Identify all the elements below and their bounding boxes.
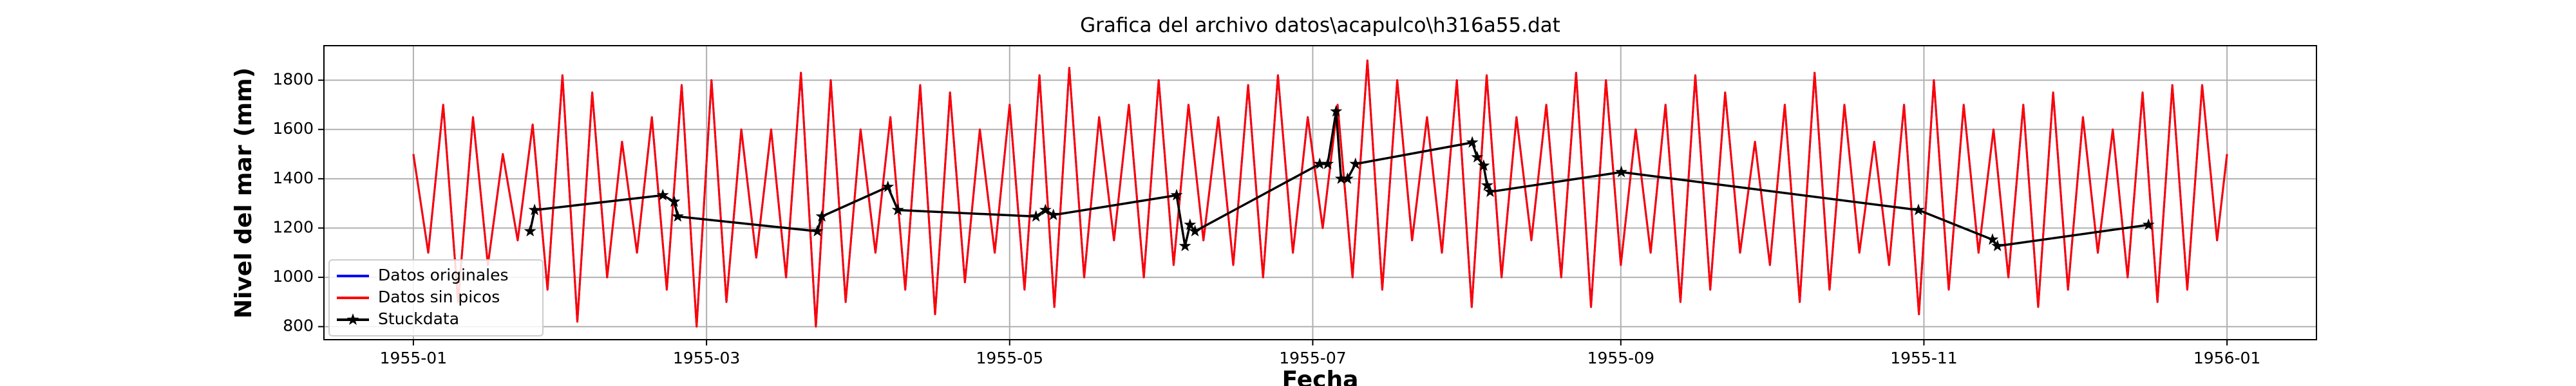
marker: [1179, 239, 1191, 252]
marker: [1334, 172, 1347, 184]
marker: [1030, 210, 1043, 222]
marker: [656, 188, 669, 201]
marker: [1471, 151, 1484, 163]
marker: [2142, 218, 2155, 230]
marker: [811, 225, 824, 237]
plot-frame: [323, 45, 2317, 340]
marker: [1484, 185, 1497, 198]
x-tick-label: 1955-03: [673, 349, 740, 367]
marker: [1170, 188, 1183, 201]
x-tick-label: 1955-11: [1890, 349, 1957, 367]
marker: [815, 210, 828, 222]
legend-label: Datos originales: [378, 266, 509, 284]
y-tick-label: 1600: [272, 119, 314, 138]
legend-marker: [346, 313, 359, 326]
marker: [1481, 179, 1493, 191]
legend-label: Datos sin picos: [378, 288, 500, 306]
marker: [1189, 225, 1202, 237]
marker: [1047, 208, 1060, 221]
marker: [668, 195, 681, 207]
marker: [882, 180, 895, 192]
y-tick-label: 1000: [272, 267, 314, 286]
y-tick-label: 800: [283, 317, 314, 335]
marker: [1184, 218, 1197, 230]
legend-box: [328, 259, 544, 336]
y-tick-label: 1200: [272, 217, 314, 236]
marker: [1341, 172, 1354, 184]
y-tick-label: 1800: [272, 70, 314, 89]
marker: [1321, 157, 1334, 169]
marker: [1466, 136, 1479, 148]
marker: [1330, 105, 1343, 117]
marker: [671, 210, 684, 222]
marker: [1991, 239, 2004, 252]
x-axis-label: Fecha: [1282, 367, 1359, 386]
x-tick-label: 1955-01: [380, 349, 447, 367]
marker: [891, 203, 904, 216]
series-line: [412, 59, 2228, 328]
marker: [1986, 233, 1999, 245]
marker: [528, 203, 541, 216]
marker: [1615, 165, 1628, 178]
marker: [524, 225, 536, 237]
x-tick-label: 1955-07: [1279, 349, 1346, 367]
marker: [1912, 203, 1925, 216]
chart-title: Grafica del archivo datos\acapulco\h316a…: [1080, 14, 1560, 37]
marker: [1039, 203, 1052, 216]
marker: [1313, 157, 1326, 169]
series-line: [412, 59, 2228, 328]
marker: [1477, 159, 1490, 171]
x-tick-label: 1955-09: [1587, 349, 1654, 367]
marker: [1349, 157, 1362, 169]
legend-label: Stuckdata: [378, 309, 459, 328]
x-tick-label: 1955-05: [976, 349, 1043, 367]
y-tick-label: 1400: [272, 169, 314, 187]
x-tick-label: 1956-01: [2193, 349, 2260, 367]
y-axis-label: Nivel del mar (mm): [231, 68, 257, 318]
